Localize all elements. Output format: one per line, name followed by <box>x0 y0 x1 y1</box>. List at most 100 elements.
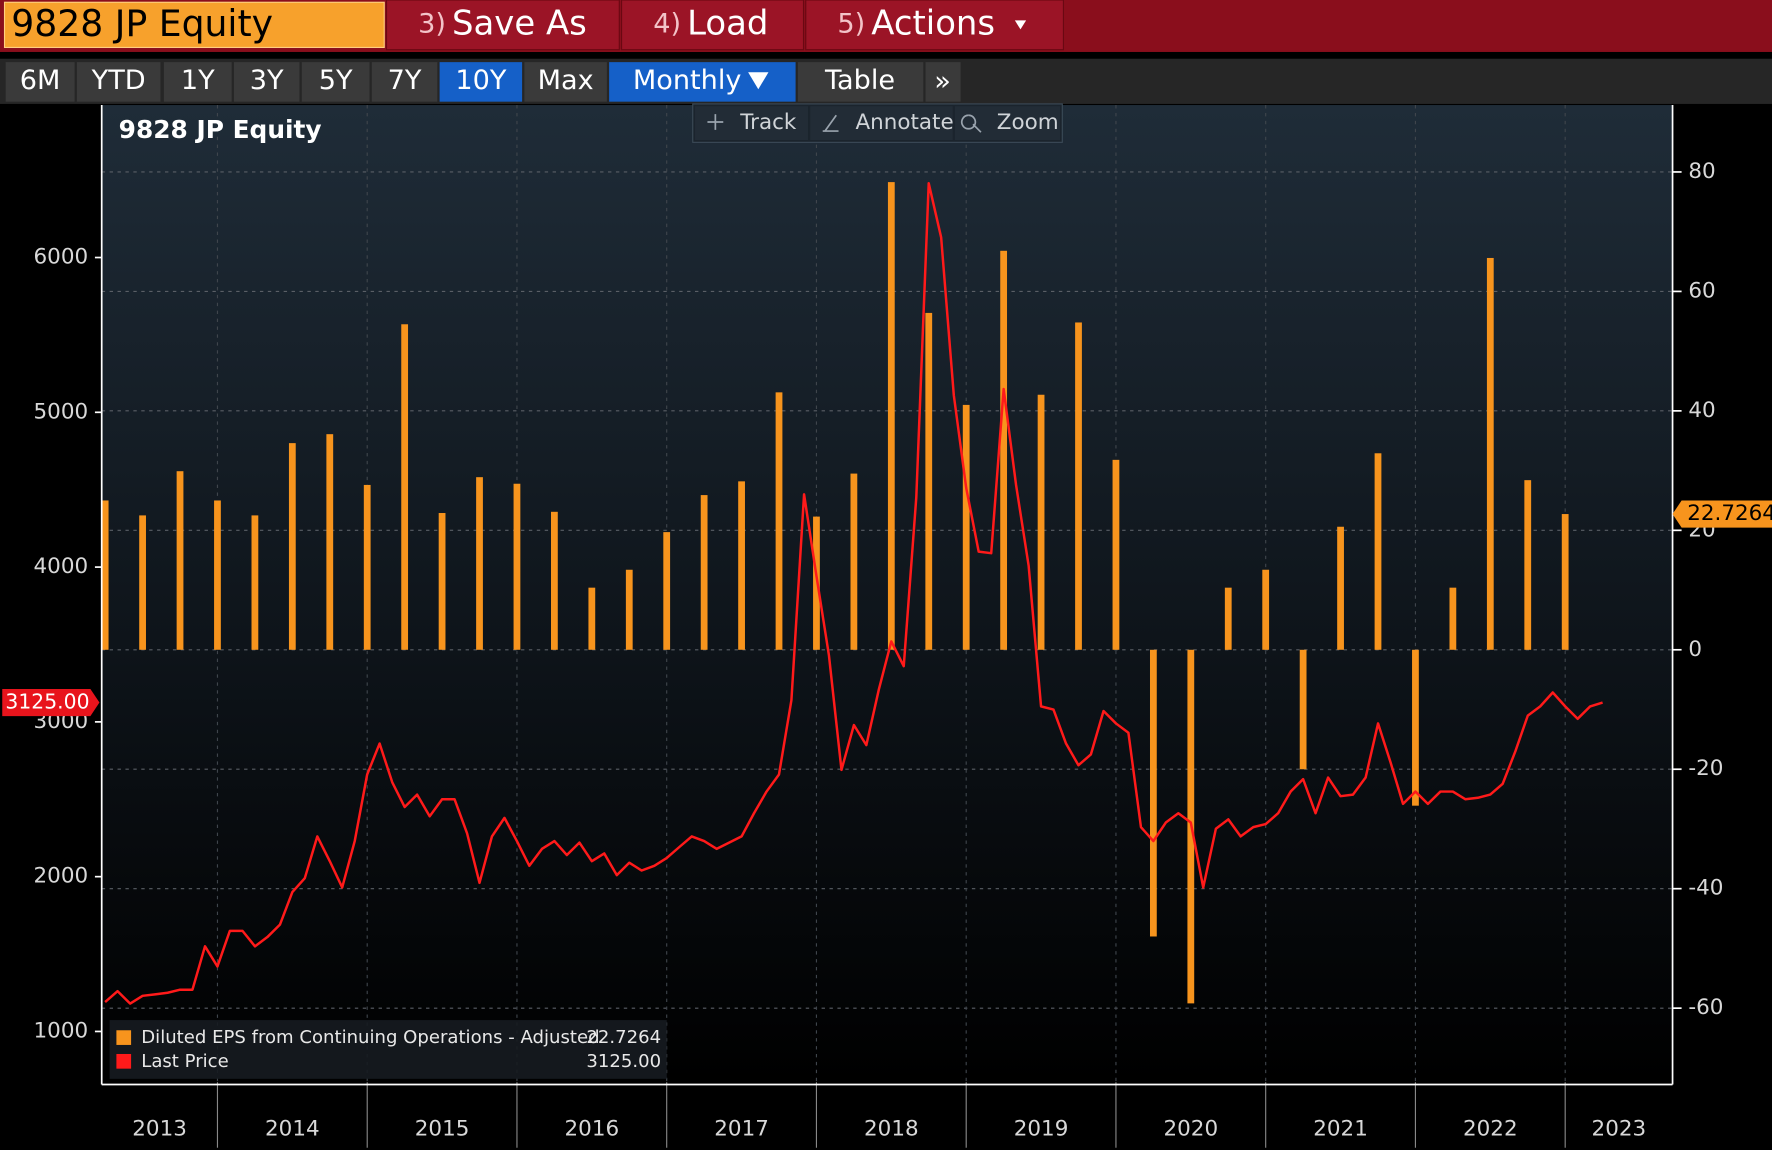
period-text: Monthly <box>633 65 742 96</box>
last-value-tag <box>2 688 100 717</box>
y-tick-label: 2000 <box>34 864 89 889</box>
range-label: 7Y <box>388 65 422 96</box>
tool-button[interactable] <box>695 106 809 141</box>
bar <box>1486 257 1494 650</box>
range-label: 1Y <box>181 65 215 96</box>
tool-button[interactable] <box>810 106 953 141</box>
bar <box>663 532 671 650</box>
x-tick-label: 2015 <box>415 1117 470 1142</box>
bar <box>700 495 708 650</box>
button-label: Save As <box>452 3 587 42</box>
bar <box>139 515 146 650</box>
bar <box>551 511 558 650</box>
range-button[interactable] <box>5 62 75 102</box>
x-tick-label: 2019 <box>1014 1117 1069 1142</box>
y2-tick-label: 40 <box>1688 398 1715 423</box>
bar <box>962 404 970 650</box>
x-tick-label: 2022 <box>1463 1117 1518 1142</box>
range-label: 3Y <box>250 65 284 96</box>
last-value-tags: 22.7264 3125.00 <box>2 500 1772 717</box>
range-button[interactable] <box>163 62 232 102</box>
bar <box>1000 250 1008 650</box>
more-text: » <box>934 66 951 97</box>
price-line <box>104 181 1603 1005</box>
bar <box>1449 587 1457 650</box>
tool-group: Track Annotate Zoom <box>695 106 1061 141</box>
bar <box>438 513 446 650</box>
legend-swatch <box>116 1053 132 1069</box>
tool-label: Zoom <box>997 110 1059 135</box>
plot: 100020003000400050006000-60-40-200204060… <box>34 105 1723 1148</box>
bar <box>326 434 334 650</box>
bar <box>1224 587 1232 650</box>
bar <box>513 483 521 650</box>
bar <box>1149 649 1157 937</box>
legend <box>109 1020 667 1079</box>
x-tick-label: 2016 <box>565 1117 620 1142</box>
bar <box>887 182 895 650</box>
bar <box>1561 514 1569 650</box>
range-button[interactable] <box>371 62 438 102</box>
range-button[interactable] <box>301 62 370 102</box>
bar <box>775 392 783 650</box>
y-tick-label: 6000 <box>34 245 89 270</box>
bar <box>1299 649 1307 770</box>
table-button[interactable] <box>797 62 924 102</box>
range-label: Max <box>538 65 594 96</box>
chart-title: 9828 JP Equity <box>119 115 322 144</box>
x-tick-label: 2014 <box>265 1117 320 1142</box>
last-value-text: 22.7264 <box>1687 501 1772 526</box>
range-button[interactable] <box>76 62 161 102</box>
last-value-tag <box>1672 500 1772 528</box>
bar <box>738 481 745 650</box>
tool-icon <box>707 114 724 130</box>
y2-tick-label: -40 <box>1688 876 1723 901</box>
bar <box>251 515 259 650</box>
bar <box>1374 453 1382 650</box>
tool-button[interactable] <box>954 106 1061 141</box>
plot-area <box>101 105 1673 1083</box>
bar <box>288 443 296 650</box>
toolbar-button[interactable] <box>385 0 620 51</box>
bar <box>1037 394 1045 650</box>
button-group: 3) Save As 4) Load 5) Actions <box>385 0 1064 51</box>
range-button[interactable] <box>439 62 523 102</box>
x-tick-label: 2018 <box>864 1117 919 1142</box>
y2-tick-label: -60 <box>1688 995 1723 1020</box>
legend-value: 22.7264 <box>586 1027 661 1048</box>
y2-tick-label: 80 <box>1688 159 1715 184</box>
bar <box>1262 569 1270 650</box>
legend-entries: Diluted EPS from Continuing Operations -… <box>116 1027 661 1072</box>
bar <box>1337 526 1344 650</box>
period-button[interactable] <box>609 62 796 102</box>
bar <box>850 473 858 650</box>
range-group: 6M YTD 1Y 3Y 5Y 7Y 10Y Max <box>5 62 607 102</box>
bar <box>1412 649 1419 806</box>
y-tick-label: 1000 <box>34 1018 89 1043</box>
toolbar-button[interactable] <box>620 0 805 51</box>
bar <box>101 500 109 650</box>
bar <box>214 500 221 650</box>
button-label: Load <box>687 3 768 42</box>
y2-tick-label: -20 <box>1688 756 1723 781</box>
range-button[interactable] <box>233 62 300 102</box>
ticker-text: 9828 JP Equity <box>11 2 273 45</box>
dropdown-icon <box>1014 20 1027 30</box>
button-number: 5) <box>837 8 865 39</box>
tool-icon <box>822 114 839 132</box>
ticker-input[interactable] <box>3 1 385 49</box>
y-tick-label: 5000 <box>34 399 89 424</box>
bar <box>176 471 184 650</box>
x-tick-label: 2017 <box>714 1117 769 1142</box>
y-tick-label: 4000 <box>34 554 89 579</box>
range-button[interactable] <box>524 62 607 102</box>
x-tick-label: 2023 <box>1592 1117 1647 1142</box>
bar <box>925 312 933 650</box>
bar <box>588 587 596 650</box>
more-button[interactable] <box>925 62 961 102</box>
y2-tick-label: 0 <box>1688 637 1702 662</box>
tool-label: Annotate <box>855 110 953 135</box>
legend-label: Diluted EPS from Continuing Operations -… <box>141 1027 599 1048</box>
